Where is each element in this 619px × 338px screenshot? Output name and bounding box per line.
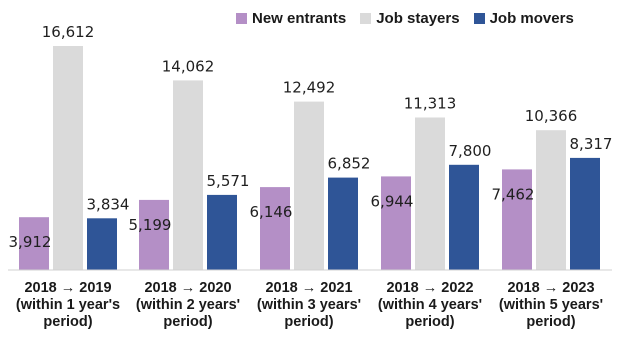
data-label-job-movers: 7,800 [449,142,492,160]
bar-job-movers [570,157,600,270]
data-label-job-stayers: 14,062 [162,57,215,75]
x-tick-line2: (within 1 year's [15,297,121,313]
bar-job-movers [207,194,237,270]
data-labels-group: 3,912 5,199 6,146 6,944 7,462 16,612 14,062 12,… [9,23,613,251]
x-tick-line3: period) [284,314,334,330]
legend-item-job-movers: Job movers [473,10,574,27]
x-tick-label: 2018 → 2020 (within 2 years' period) [128,280,248,331]
legend-swatch-job-stayers [360,13,372,24]
data-label-new-entrants: 6,146 [250,203,293,221]
x-tick-label: 2018 → 2019 (within 1 year's period) [8,280,128,331]
data-label-job-stayers: 11,313 [404,95,457,113]
x-tick-line3: period) [43,314,93,330]
data-label-job-stayers: 12,492 [283,79,336,97]
data-label-job-movers: 5,571 [207,172,250,190]
legend-label-job-stayers: Job stayers [376,10,460,27]
x-tick-label: 2018 → 2021 (within 3 years' period) [249,280,369,331]
bars-group [19,46,600,271]
legend-swatch-job-movers [473,13,485,24]
data-label-job-movers: 8,317 [570,135,613,153]
x-tick-line3: period) [163,314,213,330]
bar-new-entrants [502,169,532,270]
x-tick-line1: 2018 → 2020 [144,280,232,296]
bar-job-movers [87,218,117,270]
legend-item-job-stayers: Job stayers [360,10,460,27]
x-tick-label: 2018 → 2022 (within 4 years' period) [370,280,490,331]
data-label-new-entrants: 3,912 [9,233,52,251]
chart-legend: New entrants Job stayers Job movers [236,10,574,27]
legend-item-new-entrants: New entrants [236,10,346,27]
x-tick-line2: (within 4 years' [377,297,483,313]
bar-job-stayers [53,46,83,270]
bar-job-stayers [294,101,324,270]
bar-job-stayers [415,117,445,270]
data-label-new-entrants: 5,199 [129,216,172,234]
x-tick-line1: 2018 → 2023 [507,280,595,296]
data-label-new-entrants: 7,462 [492,185,535,203]
data-label-job-movers: 6,852 [328,155,371,173]
legend-label-job-movers: Job movers [489,10,574,27]
legend-label-new-entrants: New entrants [252,10,347,27]
x-tick-line1: 2018 → 2019 [24,280,112,296]
data-label-job-movers: 3,834 [87,195,130,213]
data-label-job-stayers: 10,366 [525,107,578,125]
data-label-job-stayers: 16,612 [42,23,95,41]
bar-new-entrants [19,217,49,270]
bar-job-stayers [173,80,203,271]
x-tick-label: 2018 → 2023 (within 5 years' period) [491,280,611,331]
x-tick-line3: period) [526,314,576,330]
x-tick-line2: (within 3 years' [256,297,362,313]
x-tick-line1: 2018 → 2021 [265,280,353,296]
bar-new-entrants [260,187,290,270]
bar-job-movers [328,177,358,270]
data-label-new-entrants: 6,944 [371,192,414,210]
x-tick-line2: (within 2 years' [135,297,241,313]
x-tick-line3: period) [405,314,455,330]
bar-job-stayers [536,130,566,270]
x-tick-line1: 2018 → 2022 [386,280,474,296]
x-tick-line2: (within 5 years' [498,297,604,313]
bar-job-movers [449,164,479,270]
legend-swatch-new-entrants [236,13,247,24]
bar-new-entrants [381,176,411,270]
bar-new-entrants [139,199,169,270]
